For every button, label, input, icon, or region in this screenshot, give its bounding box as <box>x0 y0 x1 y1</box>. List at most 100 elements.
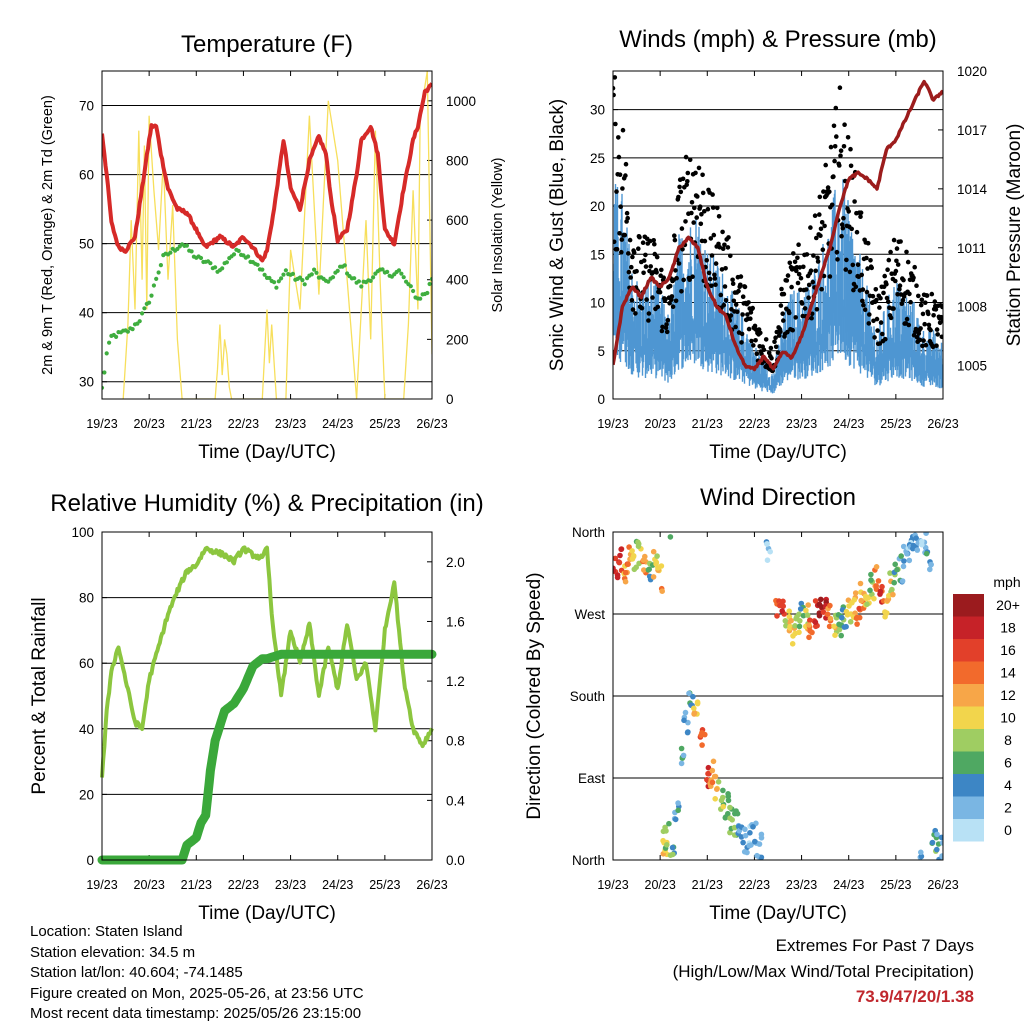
direction-point <box>614 574 621 581</box>
direction-point <box>682 709 689 716</box>
gust-point <box>817 194 823 200</box>
x-axis-label: Time (Day/UTC) <box>198 903 336 924</box>
gust-point <box>778 303 784 308</box>
colorbar-label: 6 <box>1004 755 1012 771</box>
dewpoint-point <box>368 278 373 283</box>
direction-point <box>742 826 748 833</box>
gust-point <box>907 291 912 297</box>
gust-point <box>713 282 718 288</box>
dewpoint-point <box>276 279 281 284</box>
direction-point <box>714 786 720 792</box>
direction-point <box>626 544 632 550</box>
gust-point <box>722 242 727 248</box>
y-tick-label: East <box>578 771 605 786</box>
gust-point <box>709 283 714 289</box>
gust-point <box>774 329 780 335</box>
direction-point <box>900 543 907 550</box>
gust-point <box>731 298 737 304</box>
x-tick-label: 26/23 <box>927 878 958 892</box>
gust-point <box>878 320 884 325</box>
direction-point <box>939 840 943 846</box>
gust-point <box>897 286 902 292</box>
direction-point <box>868 577 874 583</box>
gust-point <box>825 185 831 190</box>
direction-point <box>873 583 879 589</box>
gust-point <box>843 267 849 272</box>
direction-point <box>854 621 860 627</box>
direction-point <box>646 566 652 573</box>
y2-axis-label: Station Pressure (Maroon) <box>1004 124 1024 347</box>
dewpoint-point <box>385 269 390 274</box>
direction-point <box>672 816 679 823</box>
y2-tick-label: 1.2 <box>446 674 465 689</box>
dewpoint-point <box>411 288 416 294</box>
gust-point <box>680 247 685 252</box>
gust-point <box>620 127 626 133</box>
gust-point <box>623 161 629 167</box>
gust-point <box>781 318 786 323</box>
gust-point <box>613 75 618 80</box>
gust-point <box>895 292 900 297</box>
gust-point <box>781 291 787 297</box>
gust-point <box>908 299 913 305</box>
y-tick-label: South <box>570 689 605 704</box>
dewpoint-point <box>418 296 423 301</box>
gust-point <box>678 189 684 195</box>
direction-point <box>923 550 930 557</box>
colorbar-title: mph <box>993 574 1020 590</box>
direction-point <box>734 810 741 817</box>
direction-point <box>879 583 885 590</box>
direction-point <box>786 608 792 614</box>
dewpoint-point <box>149 293 154 298</box>
direction-point <box>659 588 665 594</box>
gust-point <box>848 146 853 152</box>
gust-point <box>667 301 672 306</box>
direction-point <box>720 787 726 794</box>
gust-point <box>659 267 664 273</box>
dewpoint-point <box>396 268 402 273</box>
direction-point <box>625 561 631 567</box>
gust-point <box>914 283 919 289</box>
direction-point <box>740 839 746 846</box>
x-tick-label: 23/23 <box>786 417 817 431</box>
y2-tick-label: 1000 <box>446 94 476 109</box>
colorbar-label: 0 <box>1004 822 1012 838</box>
gust-point <box>839 233 844 239</box>
colorbar-label: 2 <box>1004 800 1012 816</box>
gust-point <box>710 192 715 197</box>
gust-point <box>654 270 659 275</box>
direction-point <box>929 839 936 846</box>
direction-point <box>729 817 735 823</box>
gust-point <box>846 209 851 214</box>
direction-point <box>901 558 907 564</box>
direction-point <box>812 598 819 604</box>
gust-point <box>758 330 763 336</box>
gust-point <box>933 307 939 312</box>
gust-point <box>746 300 751 305</box>
x-tick-label: 23/23 <box>275 878 306 892</box>
gust-point <box>917 337 923 343</box>
gust-point <box>833 105 839 111</box>
direction-point <box>927 566 933 573</box>
colorbar-label: 8 <box>1004 732 1012 748</box>
gust-point <box>875 328 880 333</box>
direction-point <box>667 852 674 858</box>
gust-point <box>911 275 916 281</box>
gust-point <box>828 144 834 150</box>
gust-point <box>710 205 716 210</box>
gust-point <box>617 172 623 177</box>
y-tick-label: 20 <box>590 199 605 214</box>
y2-tick-label: 400 <box>446 273 469 288</box>
gust-point <box>924 293 930 298</box>
y2-tick-label: 1011 <box>957 241 986 256</box>
gust-point <box>720 246 726 251</box>
gust-point <box>696 165 702 171</box>
dewpoint-point <box>231 252 237 257</box>
dewpoint-point <box>326 279 331 284</box>
gust-point <box>819 220 825 225</box>
direction-point <box>617 552 623 559</box>
gust-point <box>934 343 939 349</box>
direction-point <box>650 548 657 555</box>
gust-point <box>894 246 900 251</box>
gust-point <box>865 266 870 271</box>
